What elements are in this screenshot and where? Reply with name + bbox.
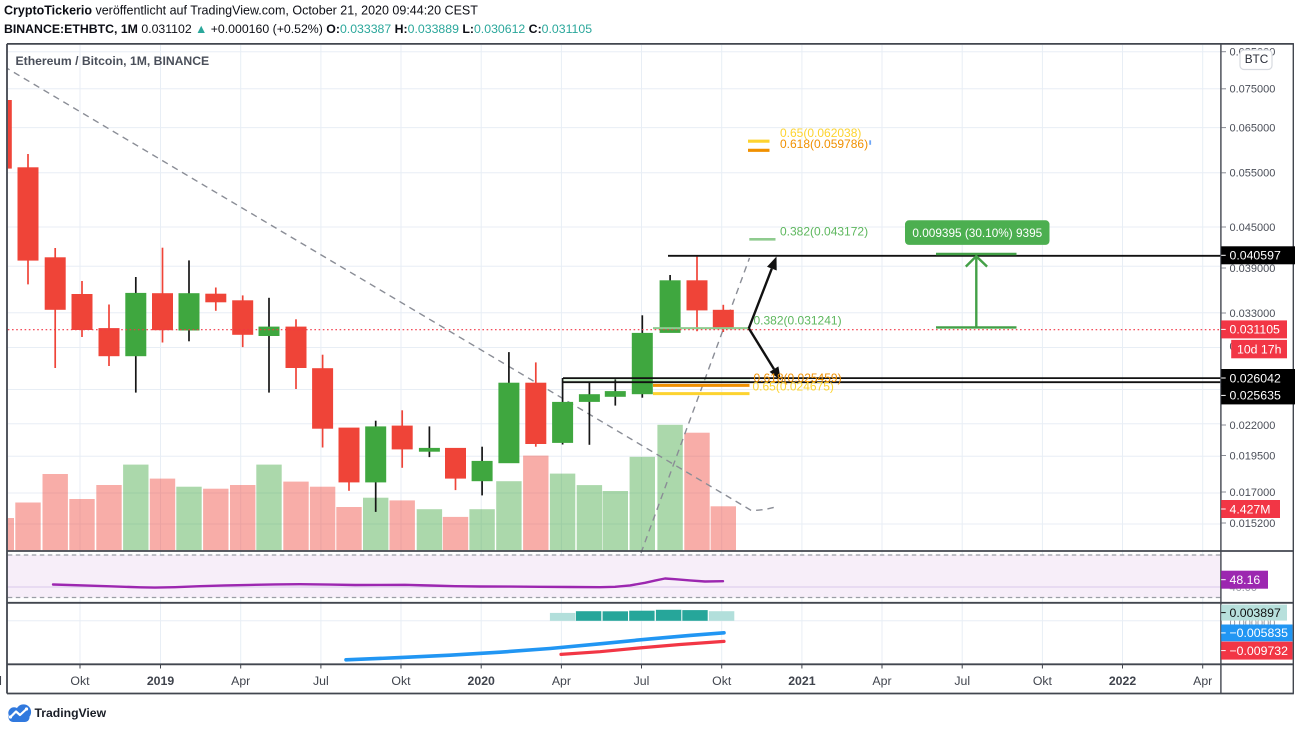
svg-text:−0.005835: −0.005835 bbox=[1230, 626, 1289, 640]
svg-text:0.003897: 0.003897 bbox=[1230, 606, 1281, 620]
svg-text:2021: 2021 bbox=[788, 674, 816, 688]
svg-text:0.618(0.059786): 0.618(0.059786) bbox=[780, 137, 868, 151]
svg-text:0.026042: 0.026042 bbox=[1230, 371, 1281, 385]
svg-text:0.033000: 0.033000 bbox=[1230, 308, 1276, 320]
svg-text:Jul: Jul bbox=[313, 674, 329, 688]
svg-text:BINANCE:ETHBTC, 1M 0.031102 ▲: BINANCE:ETHBTC, 1M 0.031102 ▲ +0.000160 … bbox=[4, 22, 592, 36]
svg-text:10d 17h: 10d 17h bbox=[1237, 342, 1282, 356]
svg-text:0.022000: 0.022000 bbox=[1230, 420, 1276, 432]
svg-text:0.65(0.024675): 0.65(0.024675) bbox=[753, 380, 834, 394]
svg-text:0.019500: 0.019500 bbox=[1230, 450, 1276, 462]
svg-text:Okt: Okt bbox=[391, 674, 411, 688]
svg-text:0.025635: 0.025635 bbox=[1230, 389, 1281, 403]
svg-text:Jul: Jul bbox=[634, 674, 650, 688]
svg-text:Okt: Okt bbox=[1033, 674, 1053, 688]
svg-text:0.031105: 0.031105 bbox=[1230, 323, 1281, 337]
svg-text:Ethereum / Bitcoin, 1M, BINANC: Ethereum / Bitcoin, 1M, BINANCE bbox=[16, 54, 210, 68]
svg-text:CryptoTickerio veröffentlicht: CryptoTickerio veröffentlicht auf Tradin… bbox=[4, 4, 478, 18]
svg-text:Jul: Jul bbox=[954, 674, 970, 688]
svg-text:0.040597: 0.040597 bbox=[1230, 249, 1281, 263]
svg-text:−0.009732: −0.009732 bbox=[1230, 644, 1289, 658]
svg-text:Okt: Okt bbox=[712, 674, 732, 688]
svg-text:0.065000: 0.065000 bbox=[1230, 123, 1276, 135]
svg-text:0.075000: 0.075000 bbox=[1230, 84, 1276, 96]
svg-text:2020: 2020 bbox=[468, 674, 496, 688]
svg-text:Okt: Okt bbox=[70, 674, 90, 688]
svg-text:TradingView: TradingView bbox=[35, 706, 107, 720]
svg-text:4.427M: 4.427M bbox=[1230, 502, 1271, 516]
svg-text:Apr: Apr bbox=[231, 674, 250, 688]
svg-text:0.382(0.031241): 0.382(0.031241) bbox=[754, 314, 842, 328]
svg-text:0.045000: 0.045000 bbox=[1230, 222, 1276, 234]
svg-text:48.16: 48.16 bbox=[1230, 573, 1261, 587]
svg-text:0.017000: 0.017000 bbox=[1230, 487, 1276, 499]
svg-text:0.65(0.062038): 0.65(0.062038) bbox=[780, 126, 861, 140]
svg-text:0.618(0.025459): 0.618(0.025459) bbox=[754, 371, 842, 385]
svg-text:0.382(0.043172): 0.382(0.043172) bbox=[780, 225, 868, 239]
svg-text:BTC: BTC bbox=[1245, 52, 1269, 66]
svg-text:0.039000: 0.039000 bbox=[1230, 263, 1276, 275]
svg-text:Jul: Jul bbox=[0, 674, 2, 688]
svg-text:0.009395 (30.10%) 9395: 0.009395 (30.10%) 9395 bbox=[912, 226, 1042, 240]
svg-text:Apr: Apr bbox=[872, 674, 891, 688]
svg-text:2022: 2022 bbox=[1109, 674, 1137, 688]
svg-text:2019: 2019 bbox=[147, 674, 175, 688]
svg-text:0.015200: 0.015200 bbox=[1230, 518, 1276, 530]
svg-text:0.055000: 0.055000 bbox=[1230, 168, 1276, 180]
svg-text:Apr: Apr bbox=[552, 674, 571, 688]
svg-text:Apr: Apr bbox=[1193, 674, 1212, 688]
